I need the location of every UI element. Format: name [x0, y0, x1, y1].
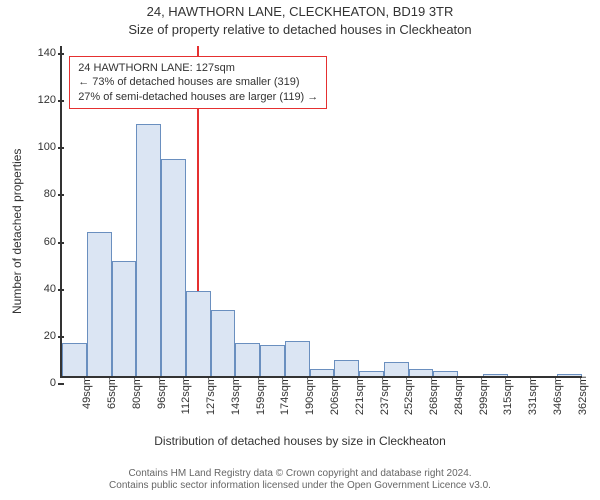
histogram-bar — [260, 345, 285, 376]
footer-attribution: Contains HM Land Registry data © Crown c… — [0, 468, 600, 492]
histogram-bar — [186, 291, 211, 376]
histogram-bar — [136, 124, 161, 376]
footer-line2: Contains public sector information licen… — [0, 480, 600, 492]
chart-title-address: 24, HAWTHORN LANE, CLECKHEATON, BD19 3TR — [0, 4, 600, 19]
x-tick: 159sqm — [253, 376, 267, 415]
y-axis-label: Number of detached properties — [10, 149, 24, 314]
x-tick: 112sqm — [178, 376, 192, 414]
x-tick: 315sqm — [500, 376, 514, 415]
y-tick: 20 — [44, 330, 62, 342]
histogram-bar — [285, 341, 310, 376]
x-axis-label: Distribution of detached houses by size … — [0, 434, 600, 448]
histogram-bar — [62, 343, 87, 376]
x-tick: 237sqm — [377, 376, 391, 415]
annotation-line3: 27% of semi-detached houses are larger (… — [78, 90, 318, 104]
y-tick: 140 — [38, 47, 62, 59]
x-tick: 268sqm — [426, 376, 440, 415]
chart-plot-area: 24 HAWTHORN LANE: 127sqm ← 73% of detach… — [60, 46, 582, 378]
x-tick: 206sqm — [327, 376, 341, 415]
x-tick: 96sqm — [154, 376, 168, 409]
x-tick: 252sqm — [401, 376, 415, 415]
y-tick: 0 — [50, 377, 62, 389]
x-tick: 190sqm — [302, 376, 316, 415]
y-tick: 80 — [44, 188, 62, 200]
histogram-bar — [235, 343, 260, 376]
x-tick: 80sqm — [129, 376, 143, 409]
chart-title-subtitle: Size of property relative to detached ho… — [0, 22, 600, 37]
histogram-bar — [112, 261, 137, 377]
x-tick: 346sqm — [550, 376, 564, 415]
annotation-line2: ← 73% of detached houses are smaller (31… — [78, 75, 318, 89]
y-tick: 40 — [44, 283, 62, 295]
x-tick: 65sqm — [104, 376, 118, 409]
x-tick: 362sqm — [575, 376, 589, 415]
histogram-bar — [161, 159, 186, 376]
x-tick: 174sqm — [277, 376, 291, 415]
x-tick: 331sqm — [525, 376, 539, 415]
x-tick: 284sqm — [451, 376, 465, 415]
histogram-bar — [87, 232, 112, 376]
y-tick: 60 — [44, 236, 62, 248]
x-tick: 49sqm — [79, 376, 93, 409]
annotation-line1: 24 HAWTHORN LANE: 127sqm — [78, 61, 318, 75]
x-tick: 221sqm — [352, 376, 366, 415]
x-tick: 299sqm — [476, 376, 490, 415]
annotation-box: 24 HAWTHORN LANE: 127sqm ← 73% of detach… — [69, 56, 327, 109]
y-tick: 120 — [38, 94, 62, 106]
histogram-bar — [409, 369, 434, 376]
x-tick: 127sqm — [203, 376, 217, 415]
y-tick: 100 — [38, 141, 62, 153]
histogram-bar — [310, 369, 335, 376]
histogram-bar — [334, 360, 359, 377]
x-tick: 143sqm — [228, 376, 242, 415]
histogram-bar — [384, 362, 409, 376]
histogram-bar — [211, 310, 236, 376]
footer-line1: Contains HM Land Registry data © Crown c… — [0, 468, 600, 480]
